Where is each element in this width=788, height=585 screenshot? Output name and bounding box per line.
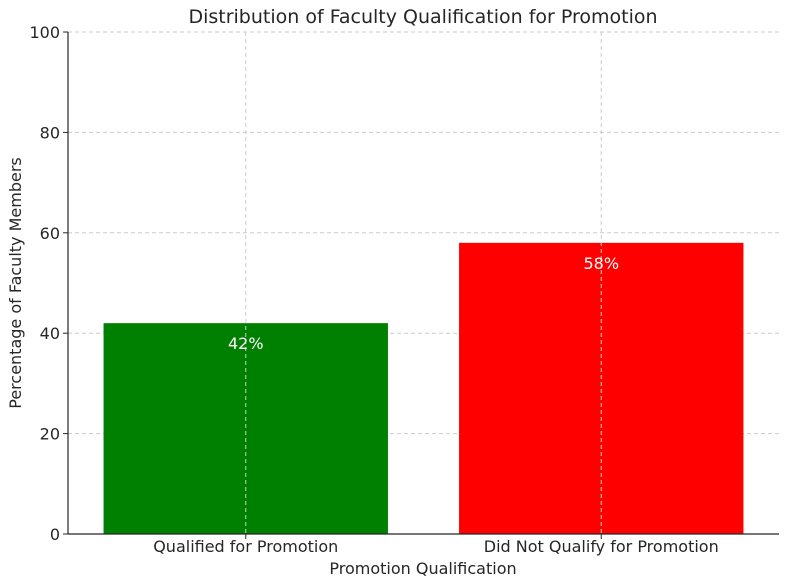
y-tick-label: 20 [40,425,60,444]
y-tick-label: 60 [40,224,60,243]
y-tick-label: 100 [29,23,60,42]
bars [103,242,744,534]
axes [67,32,779,535]
y-tick-label: 80 [40,123,60,142]
y-axis-title: Percentage of Faculty Members [6,157,25,409]
ticks: 0 20 40 60 80 100 Qualified for Promotion Did N… [29,23,718,556]
bar-data-label: 58% [583,254,619,273]
x-tick-label: Qualified for Promotion [153,537,338,556]
bar [103,323,388,534]
y-tick-label: 40 [40,324,60,343]
chart-title: Distribution of Faculty Qualification fo… [188,6,657,28]
x-tick-label: Did Not Qualify for Promotion [484,537,719,556]
bar-data-label: 42% [228,334,264,353]
x-axis-title: Promotion Qualification [329,559,516,578]
data-labels: 42% 58% [228,32,619,534]
y-tick-label: 0 [50,525,60,544]
